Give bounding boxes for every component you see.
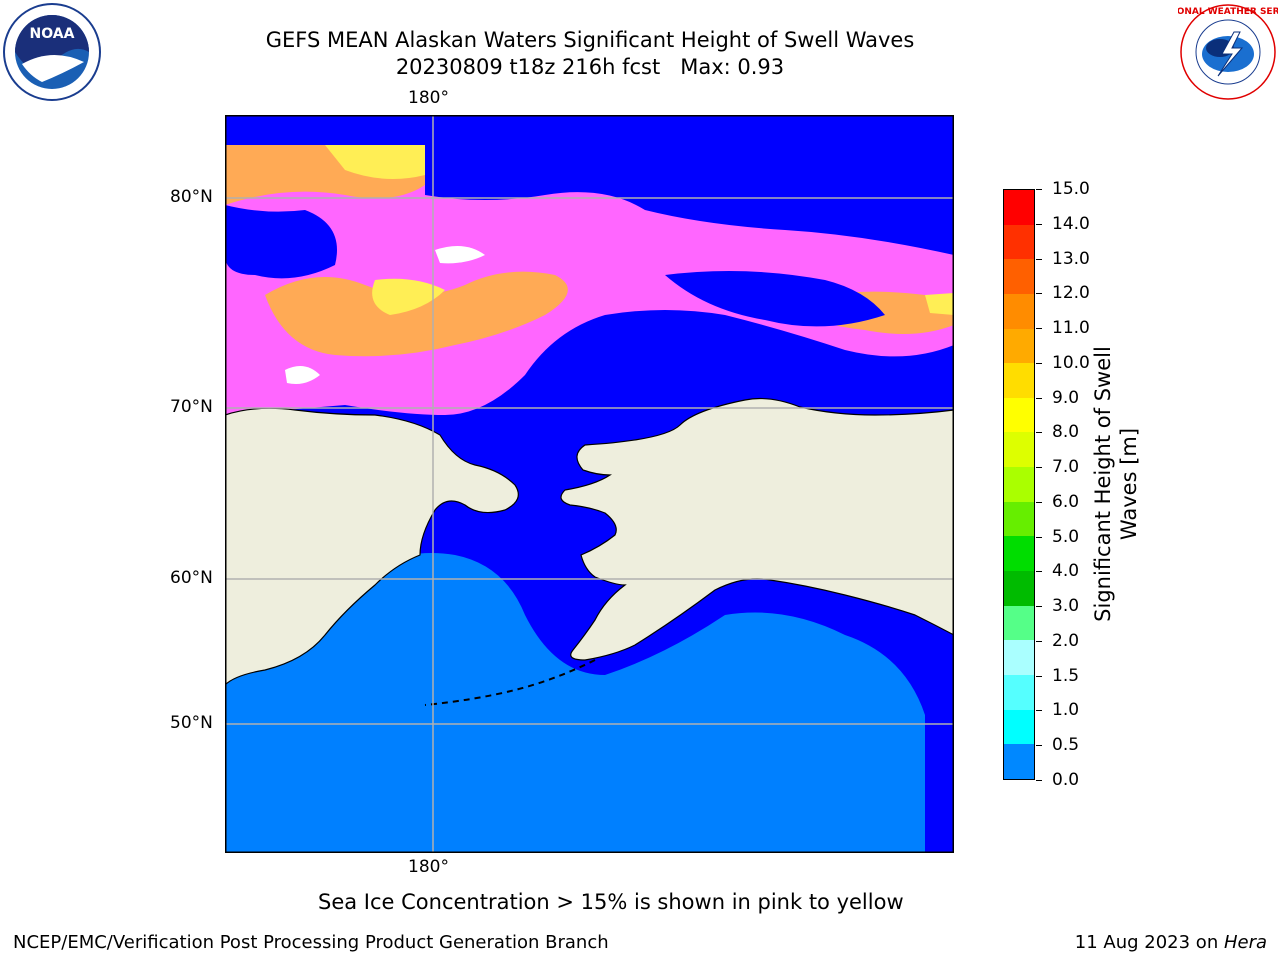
open-water-ice-gap-west — [225, 205, 337, 279]
colorbar-swatch — [1004, 467, 1034, 502]
colorbar-swatch — [1004, 432, 1034, 468]
colorbar-tick-label: 8.0 — [1052, 422, 1080, 443]
colorbar — [1003, 189, 1035, 780]
colorbar-tick-mark — [1036, 328, 1042, 330]
lat-label-50n: 50°N — [170, 713, 213, 733]
map-caption: Sea Ice Concentration > 15% is shown in … — [318, 890, 904, 914]
nws-logo-text: NATIONAL WEATHER SERVICE — [1178, 7, 1278, 17]
lat-label-60n: 60°N — [170, 568, 213, 588]
sea-ice-orange-mid — [265, 271, 568, 357]
colorbar-tick-mark — [1036, 432, 1042, 434]
colorbar-tick-mark — [1036, 710, 1042, 712]
land-siberia — [224, 407, 519, 687]
colorbar-tick-label: 7.0 — [1052, 457, 1080, 478]
ice-free-white-patch-2 — [285, 366, 320, 384]
colorbar-swatch — [1004, 293, 1034, 329]
colorbar-tick-mark — [1036, 536, 1042, 538]
aleutian-islands — [424, 659, 596, 706]
colorbar-swatch — [1004, 501, 1034, 537]
colorbar-tick-label: 0.5 — [1052, 735, 1080, 756]
ice-free-white-patch — [435, 246, 485, 264]
swell-region-south — [225, 553, 925, 853]
colorbar-swatch — [1004, 674, 1034, 710]
colorbar-tick-label: 12.0 — [1052, 283, 1090, 304]
colorbar-swatch — [1004, 605, 1034, 641]
footer-date: 11 Aug 2023 on — [1074, 932, 1224, 953]
chart-subtitle: 20230809 t18z 216h fcst Max: 0.93 — [395, 55, 785, 79]
colorbar-tick-label: 1.5 — [1052, 665, 1080, 686]
colorbar-swatch — [1004, 640, 1034, 675]
colorbar-tick-mark — [1036, 640, 1042, 642]
nws-logo: NATIONAL WEATHER SERVICE — [1153, 2, 1280, 102]
colorbar-tick-label: 3.0 — [1052, 596, 1080, 617]
colorbar-tick-mark — [1036, 397, 1042, 399]
colorbar-swatch — [1004, 259, 1034, 294]
map-svg — [224, 115, 955, 853]
colorbar-label: Significant Height of Swell Waves [m] — [1091, 346, 1141, 622]
colorbar-tick-mark — [1036, 293, 1042, 295]
colorbar-swatch — [1004, 744, 1034, 779]
colorbar-tick-mark — [1036, 745, 1042, 747]
swell-region-gulf — [745, 627, 865, 668]
colorbar-tick-label: 0.0 — [1052, 770, 1080, 790]
colorbar-tick-mark — [1036, 467, 1042, 469]
colorbar-tick-mark — [1036, 780, 1042, 781]
lat-label-80n: 80°N — [170, 187, 213, 207]
noaa-logo: NOAA — [2, 2, 102, 102]
colorbar-tick-label: 4.0 — [1052, 561, 1080, 582]
colorbar-tick-label: 1.0 — [1052, 700, 1080, 721]
colorbar-tick-mark — [1036, 223, 1042, 225]
sea-ice-yellow-mid — [372, 278, 445, 315]
colorbar-swatch — [1004, 709, 1034, 745]
map-frame — [225, 115, 954, 853]
colorbar-tick-label: 13.0 — [1052, 248, 1090, 269]
colorbar-tick-label: 5.0 — [1052, 526, 1080, 547]
colorbar-tick-label: 9.0 — [1052, 387, 1080, 408]
noaa-logo-text: NOAA — [30, 26, 75, 42]
colorbar-swatch — [1004, 328, 1034, 364]
colorbar-swatch — [1004, 190, 1034, 225]
sea-ice-yellow-east — [925, 293, 954, 315]
map-panel — [224, 115, 955, 853]
colorbar-tick-mark — [1036, 501, 1042, 503]
colorbar-swatch — [1004, 536, 1034, 572]
lat-label-70n: 70°N — [170, 397, 213, 417]
colorbar-swatch — [1004, 224, 1034, 260]
colorbar-swatch — [1004, 397, 1034, 433]
colorbar-swatch — [1004, 571, 1034, 606]
lon-label-bottom: 180° — [408, 857, 449, 877]
colorbar-tick-mark — [1036, 189, 1042, 190]
chart-title: GEFS MEAN Alaskan Waters Significant Hei… — [265, 28, 915, 52]
colorbar-swatch — [1004, 363, 1034, 398]
colorbar-tick-mark — [1036, 606, 1042, 608]
colorbar-tick-label: 14.0 — [1052, 213, 1090, 234]
colorbar-tick-label: 2.0 — [1052, 630, 1080, 651]
colorbar-tick-mark — [1036, 571, 1042, 573]
colorbar-ticks: 15.0 14.0 13.0 12.0 11.0 10.0 9.0 8.0 7.0 6.0 5.0 4… — [1036, 179, 1106, 790]
colorbar-tick-label: 11.0 — [1052, 318, 1090, 339]
colorbar-tick-mark — [1036, 258, 1042, 260]
colorbar-tick-label: 15.0 — [1052, 179, 1090, 199]
footer-left: NCEP/EMC/Verification Post Processing Pr… — [13, 932, 609, 953]
open-water-ice-gap-east — [665, 271, 885, 327]
colorbar-tick-mark — [1036, 675, 1042, 677]
colorbar-tick-label: 6.0 — [1052, 491, 1080, 512]
land-alaska — [560, 397, 955, 661]
footer-right: 11 Aug 2023 on Hera — [1075, 932, 1267, 953]
lon-label-top: 180° — [408, 88, 449, 108]
footer-host: Hera — [1223, 932, 1267, 953]
colorbar-tick-mark — [1036, 362, 1042, 364]
sea-ice-yellow-north — [325, 145, 425, 179]
colorbar-tick-label: 10.0 — [1052, 352, 1090, 373]
